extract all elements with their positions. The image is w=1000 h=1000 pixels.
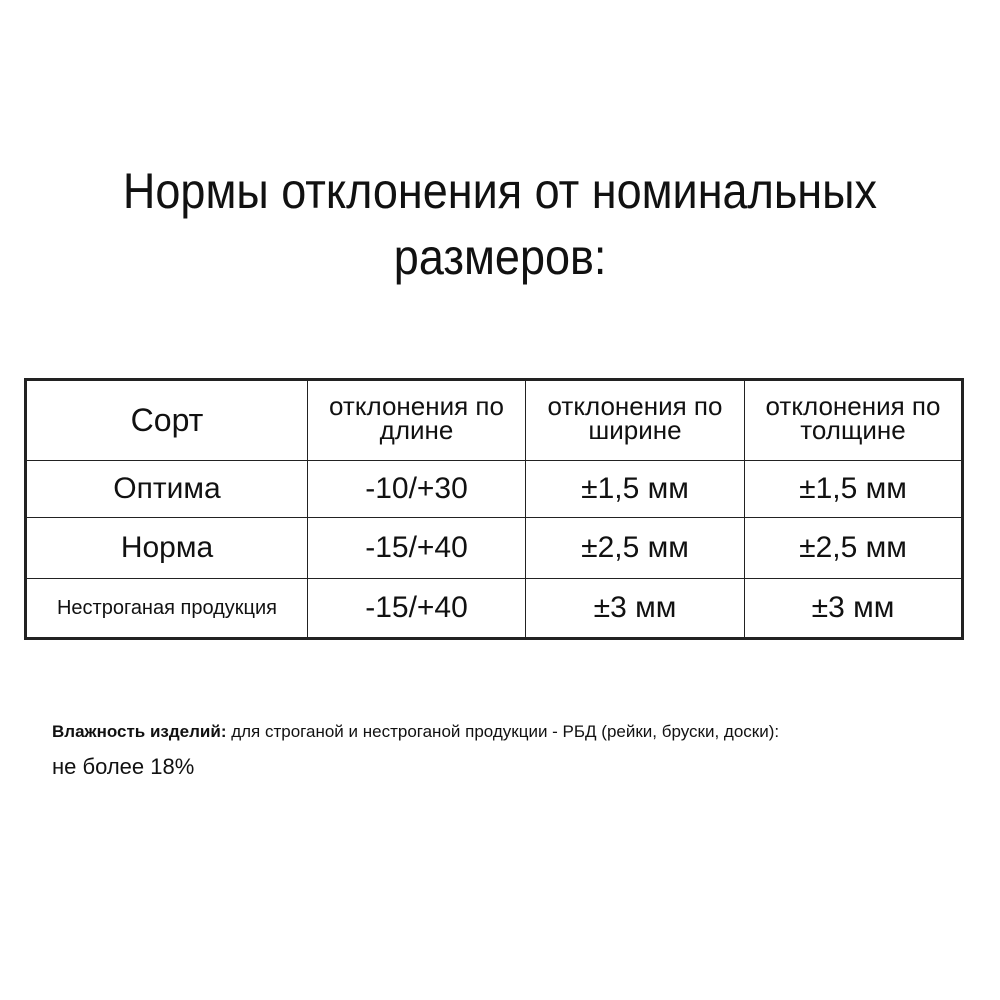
humidity-note: Влажность изделий: для строганой и нестр… — [52, 722, 779, 742]
table-row: Нестроганая продукция -15/+40 ±3 мм ±3 м… — [25, 578, 963, 639]
cell-grade: Нестроганая продукция — [25, 578, 308, 639]
cell-thickness: ±2,5 мм — [744, 517, 963, 579]
cell-thickness: ±1,5 мм — [744, 460, 963, 518]
cell-grade: Оптима — [25, 460, 308, 518]
table-header-row: Сорт отклонения по длине отклонения по ш… — [25, 379, 963, 461]
header-width: отклонения по ширине — [525, 379, 745, 461]
title-line-2: размеров: — [393, 229, 607, 285]
humidity-value: не более 18% — [52, 754, 195, 779]
cell-width: ±3 мм — [525, 578, 745, 639]
deviation-table: Сорт отклонения по длине отклонения по ш… — [24, 378, 964, 640]
humidity-text: для строганой и нестроганой продукции - … — [226, 722, 780, 741]
header-length: отклонения по длине — [307, 379, 526, 461]
page-title: Нормы отклонения от номинальных размеров… — [0, 158, 1000, 290]
cell-thickness: ±3 мм — [744, 578, 963, 639]
cell-length: -10/+30 — [307, 460, 526, 518]
table-row: Оптима -10/+30 ±1,5 мм ±1,5 мм — [25, 460, 963, 518]
header-grade: Сорт — [25, 379, 308, 461]
cell-grade: Норма — [25, 517, 308, 579]
humidity-label: Влажность изделий: — [52, 722, 227, 741]
table-row: Норма -15/+40 ±2,5 мм ±2,5 мм — [25, 517, 963, 579]
cell-length: -15/+40 — [307, 517, 526, 579]
cell-width: ±2,5 мм — [525, 517, 745, 579]
cell-width: ±1,5 мм — [525, 460, 745, 518]
header-thickness: отклонения по толщине — [744, 379, 963, 461]
title-line-1: Нормы отклонения от номинальных — [122, 163, 878, 219]
cell-length: -15/+40 — [307, 578, 526, 639]
